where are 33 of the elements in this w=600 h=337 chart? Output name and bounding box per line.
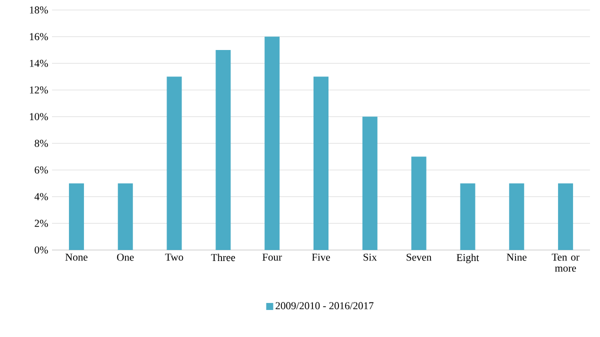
x-tick-label: Four <box>262 254 282 261</box>
bar <box>411 156 426 250</box>
bar <box>216 50 231 250</box>
y-tick-label: 0% <box>34 246 48 254</box>
bar <box>314 76 329 250</box>
x-tick-label: One <box>117 254 134 261</box>
bar <box>509 183 524 250</box>
y-tick-label: 14% <box>30 60 48 67</box>
x-tick-label: Five <box>312 254 330 261</box>
y-tick-label: 18% <box>30 6 48 14</box>
bar <box>68 183 84 250</box>
bar <box>264 36 280 250</box>
x-tick-label: Eight <box>456 254 480 264</box>
x-tick-label: Two <box>165 254 184 261</box>
bar <box>118 183 133 250</box>
y-tick-label: 8% <box>34 140 48 147</box>
legend-label: 2009/2010 - 2016/2017 <box>276 302 374 310</box>
x-tick-label: Nine <box>506 254 526 261</box>
bar <box>460 183 476 250</box>
bar <box>558 183 574 250</box>
x-tick-label: Seven <box>406 254 432 261</box>
x-tick-label: Ten or more <box>552 254 580 272</box>
y-tick-label: 12% <box>30 86 48 94</box>
y-tick-label: 16% <box>30 33 48 40</box>
y-tick-label: 4% <box>34 193 48 200</box>
x-tick-label: None <box>65 254 88 261</box>
y-tick-label: 2% <box>34 220 48 227</box>
x-tick-label: Three <box>211 254 236 262</box>
x-tick-label: Six <box>364 254 377 261</box>
y-tick-label: 6% <box>34 166 48 174</box>
y-tick-label: 10% <box>30 113 48 120</box>
bar <box>166 76 182 250</box>
bar <box>362 116 378 250</box>
